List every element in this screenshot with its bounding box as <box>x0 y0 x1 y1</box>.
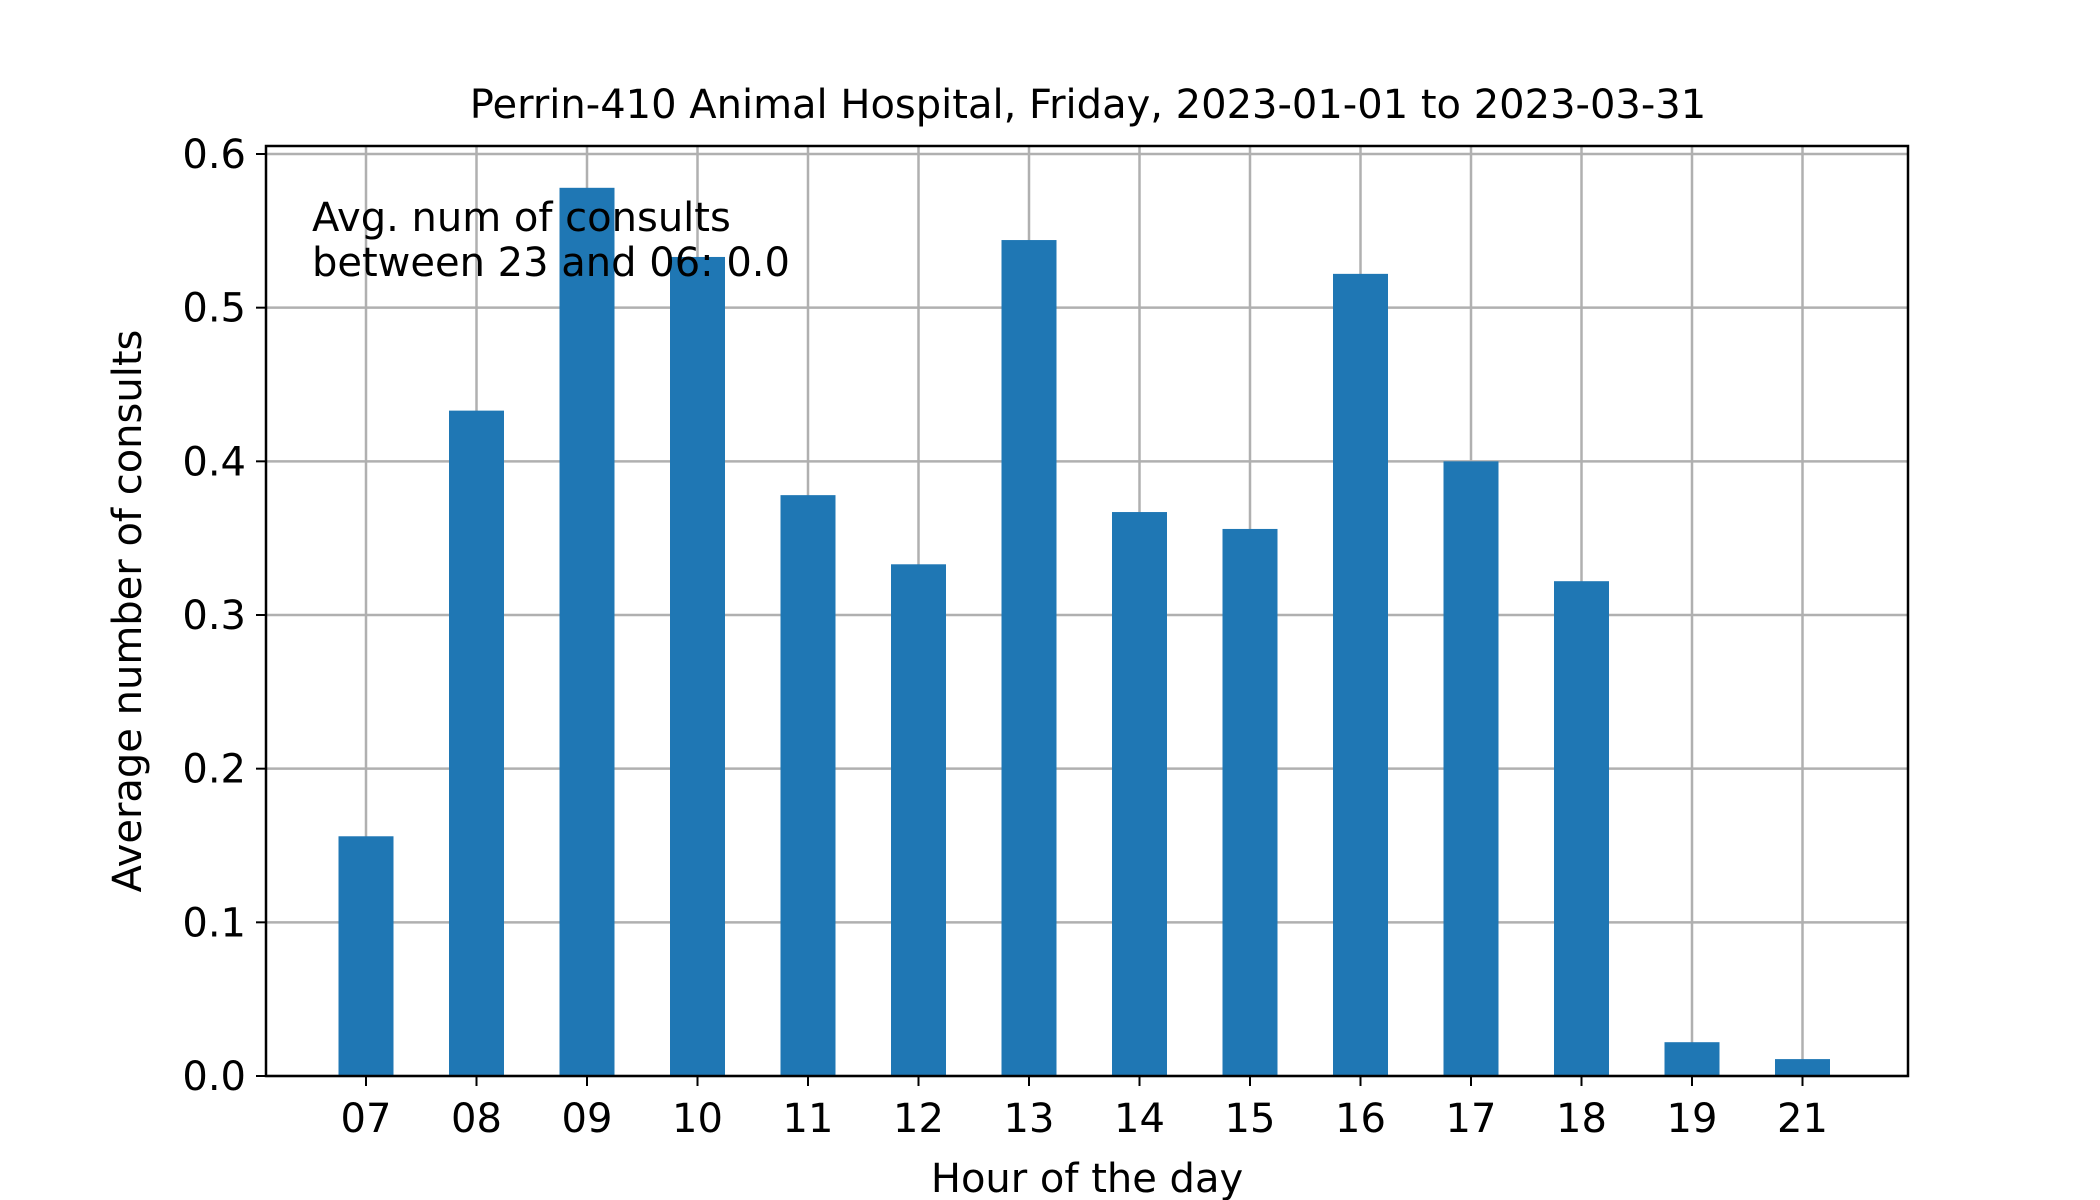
x-tick-label: 10 <box>672 1096 723 1142</box>
bar-17 <box>1443 461 1499 1076</box>
x-tick-label: 19 <box>1667 1096 1718 1142</box>
bars <box>338 187 1830 1077</box>
bar-19 <box>1664 1042 1720 1076</box>
y-tick-label: 0.1 <box>182 900 246 946</box>
bar-13 <box>1001 240 1057 1076</box>
x-tick-label: 16 <box>1335 1096 1386 1142</box>
bar-07 <box>338 836 394 1076</box>
y-tick-label: 0.6 <box>182 132 246 178</box>
x-tick-label: 15 <box>1225 1096 1276 1142</box>
x-axis-label: Hour of the day <box>931 1156 1243 1200</box>
bar-09 <box>559 187 615 1077</box>
x-tick-label: 12 <box>893 1096 944 1142</box>
y-tick-label: 0.5 <box>182 286 246 332</box>
x-tick-label: 07 <box>341 1096 392 1142</box>
x-tick-label: 11 <box>783 1096 834 1142</box>
bar-21 <box>1775 1059 1830 1076</box>
x-tick-label: 08 <box>451 1096 502 1142</box>
x-tick-label: 18 <box>1556 1096 1607 1142</box>
bar-18 <box>1554 581 1609 1076</box>
bar-08 <box>449 410 504 1077</box>
bar-14 <box>1112 512 1167 1076</box>
x-tick-label: 14 <box>1114 1096 1165 1142</box>
x-tick-label: 09 <box>562 1096 613 1142</box>
y-axis-label: Average number of consults <box>105 330 151 893</box>
bar-10 <box>670 256 725 1076</box>
annotation-line-1: Avg. num of consults <box>312 195 731 241</box>
x-tick-label: 13 <box>1004 1096 1055 1142</box>
bar-15 <box>1222 528 1278 1076</box>
x-tick-label: 17 <box>1446 1096 1497 1142</box>
bar-16 <box>1333 273 1388 1076</box>
bar-11 <box>780 495 836 1076</box>
bar-12 <box>891 564 946 1076</box>
y-tick-label: 0.3 <box>182 593 246 639</box>
y-tick-label: 0.4 <box>182 439 246 485</box>
y-tick-label: 0.2 <box>182 747 246 793</box>
x-axis: 07 08 09 10 11 12 13 14 15 16 17 18 19 21 <box>341 1076 1828 1142</box>
y-tick-label: 0.0 <box>182 1054 246 1100</box>
annotation-line-2: between 23 and 06: 0.0 <box>312 240 790 286</box>
chart-title: Perrin-410 Animal Hospital, Friday, 2023… <box>470 82 1706 128</box>
y-axis: 0.0 0.1 0.2 0.3 0.4 0.5 0.6 <box>182 132 266 1100</box>
plot-frame <box>264 144 1910 1078</box>
x-tick-label: 21 <box>1777 1096 1828 1142</box>
